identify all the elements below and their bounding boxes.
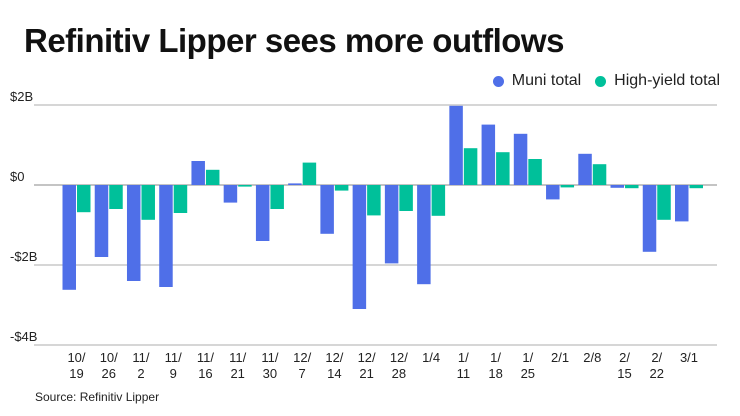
bar-high-yield — [205, 169, 220, 185]
bar-muni — [578, 153, 592, 185]
bar-high-yield — [334, 185, 349, 191]
bar-high-yield — [367, 185, 381, 216]
y-tick-label: -$4B — [10, 329, 37, 344]
bar-high-yield — [625, 185, 639, 189]
bar-muni — [417, 185, 431, 285]
x-tick-label: 3/1 — [680, 350, 698, 365]
x-tick-label: 15 — [617, 366, 631, 381]
bar-muni — [126, 185, 141, 281]
legend-label-high-yield: High-yield total — [614, 72, 720, 89]
bar-muni — [384, 185, 399, 264]
bar-muni — [159, 185, 173, 287]
bar-high-yield — [141, 185, 155, 220]
x-tick-label: 1/ — [522, 350, 533, 365]
legend: Muni total High-yield total — [492, 72, 720, 90]
bar-muni — [62, 185, 76, 290]
bar-muni — [191, 161, 205, 185]
x-tick-label: 1/ — [490, 350, 501, 365]
x-tick-label: 21 — [230, 366, 244, 381]
legend-item-high-yield: High-yield total — [595, 72, 720, 90]
x-tick-label: 2/ — [619, 350, 630, 365]
bar-high-yield — [463, 148, 478, 185]
bar-muni — [94, 185, 109, 257]
bar-high-yield — [173, 185, 188, 213]
bar-high-yield — [399, 185, 413, 211]
bar-high-yield — [302, 162, 317, 185]
source-note: Source: Refinitiv Lipper — [35, 390, 160, 404]
bar-muni — [449, 105, 463, 185]
x-tick-label: 12/ — [325, 350, 343, 365]
x-tick-label: 22 — [650, 366, 664, 381]
bar-high-yield — [528, 159, 542, 185]
legend-label-muni: Muni total — [511, 72, 582, 89]
legend-dot-high-yield — [595, 75, 607, 87]
y-tick-label: $0 — [10, 169, 24, 184]
bar-muni — [223, 185, 238, 203]
bar-muni — [352, 185, 367, 309]
x-tick-label: 30 — [263, 366, 277, 381]
x-tick-label: 2/8 — [583, 350, 601, 365]
bar-muni — [320, 185, 334, 234]
x-tick-label: 11/ — [229, 350, 246, 365]
x-tick-label: 2/1 — [551, 350, 569, 365]
chart-title: Refinitiv Lipper sees more outflows — [24, 22, 564, 59]
x-tick-label: 11/ — [197, 350, 214, 365]
x-tick-label: 28 — [392, 366, 406, 381]
x-tick-label: 26 — [102, 366, 116, 381]
x-tick-label: 11/ — [261, 350, 278, 365]
bar-high-yield — [560, 185, 575, 188]
x-tick-label: 7 — [299, 366, 306, 381]
y-tick-label: -$2B — [10, 249, 37, 264]
x-tick-label: 11/ — [132, 350, 149, 365]
x-tick-label: 19 — [69, 366, 83, 381]
bar-high-yield — [592, 164, 607, 185]
bar-muni — [610, 185, 625, 188]
bar-high-yield — [238, 185, 252, 187]
x-tick-label: 21 — [359, 366, 373, 381]
x-tick-label: 12/ — [293, 350, 311, 365]
bar-muni — [288, 183, 302, 185]
bar-muni — [642, 185, 657, 252]
x-tick-label: 1/ — [458, 350, 469, 365]
x-tick-label: 2 — [137, 366, 144, 381]
x-tick-label: 18 — [488, 366, 502, 381]
x-tick-label: 9 — [170, 366, 177, 381]
bar-muni — [546, 185, 560, 200]
legend-dot-muni — [492, 75, 504, 87]
bar-muni — [513, 133, 528, 185]
bar-muni — [675, 185, 689, 222]
x-tick-label: 25 — [521, 366, 535, 381]
bar-high-yield — [77, 185, 91, 213]
bar-high-yield — [109, 185, 123, 209]
bar-high-yield — [689, 185, 703, 189]
x-tick-label: 14 — [327, 366, 341, 381]
bar-muni — [255, 185, 270, 241]
x-tick-label: 12/ — [358, 350, 376, 365]
x-tick-label: 11 — [457, 366, 471, 381]
bar-high-yield — [657, 185, 671, 220]
x-tick-label: 1/4 — [422, 350, 440, 365]
x-tick-label: 11/ — [165, 350, 182, 365]
bar-high-yield — [431, 185, 446, 216]
x-tick-label: 10/ — [67, 350, 85, 365]
x-tick-label: 10/ — [100, 350, 118, 365]
y-tick-label: $2B — [10, 89, 33, 104]
bar-high-yield — [270, 185, 284, 209]
bar-muni — [481, 124, 496, 185]
legend-item-muni: Muni total — [492, 72, 582, 90]
x-tick-label: 2/ — [651, 350, 662, 365]
x-tick-label: 12/ — [390, 350, 408, 365]
x-tick-label: 16 — [198, 366, 212, 381]
bar-high-yield — [496, 152, 510, 185]
